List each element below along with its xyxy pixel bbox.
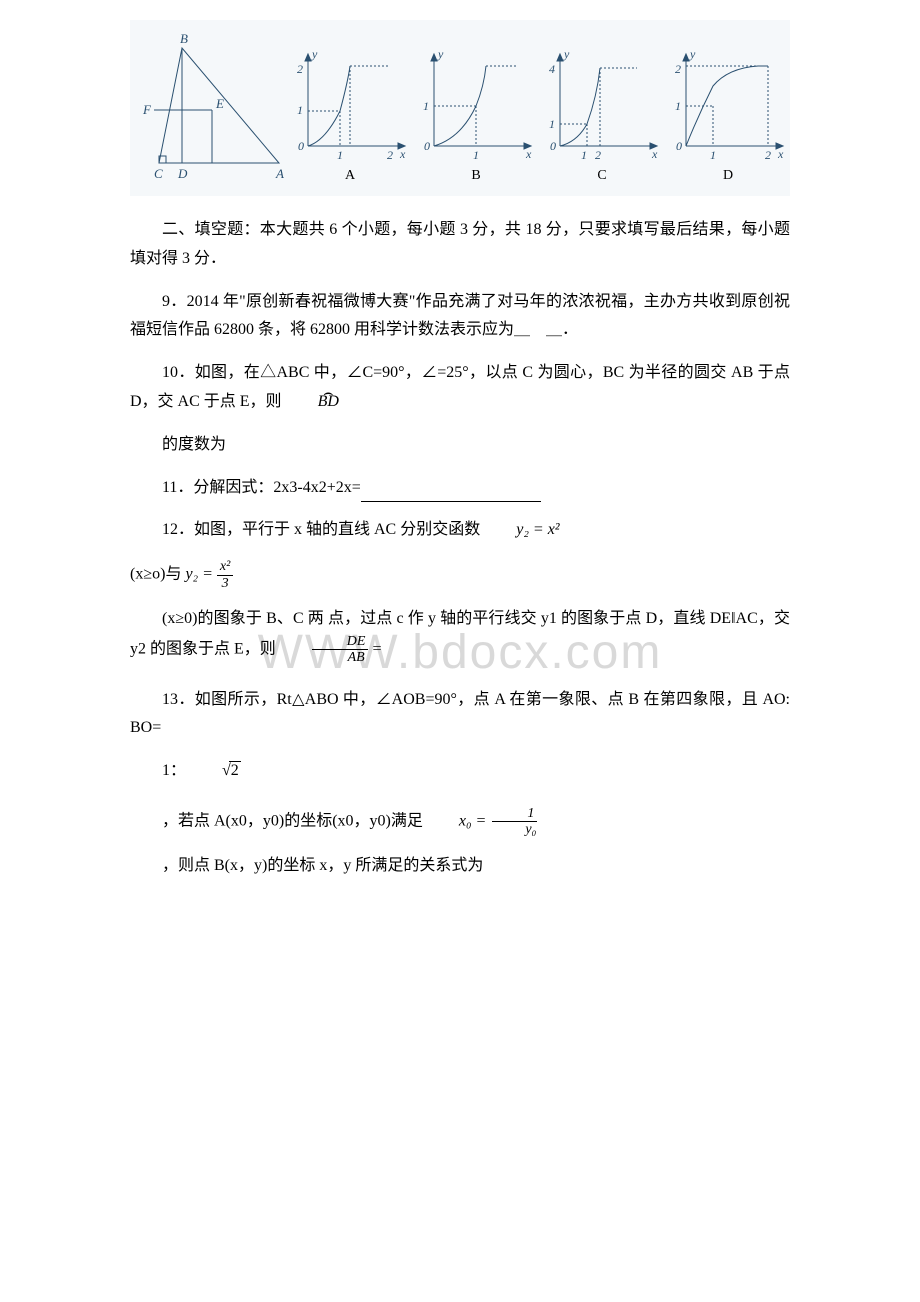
question-10-line1: 10．如图，在△ABC 中，∠C=90°，∠=25°，以点 C 为圆心，BC 为… (130, 359, 790, 417)
sqrt-2: 2 (190, 757, 241, 786)
point-B: B (180, 31, 188, 46)
graph-B-origin: 0 (424, 139, 430, 153)
question-12-line1: 12．如图，平行于 x 轴的直线 AC 分别交函数 y₂ = x² (130, 516, 790, 545)
q11-blank (361, 501, 541, 502)
sqrt-2-radicand: 2 (229, 761, 241, 779)
question-12-line2: (x≥o)与 y₂ = x² 3 (130, 559, 790, 591)
figure-graph-C: y x 0 4 1 1 2 C (542, 46, 662, 188)
q12-text3: (x≥0)的图象于 B、C 两 点，过点 c 作 y 轴的平行线交 y1 的图象… (130, 610, 790, 657)
graph-D-x1: 1 (710, 148, 716, 161)
question-13-line3: ，则点 B(x，y)的坐标 x，y 所满足的关系式为 (130, 852, 790, 881)
graph-C-y1: 1 (549, 117, 555, 131)
q12-eq2-num: x² (217, 559, 233, 575)
question-12-line3: (x≥0)的图象于 B、C 两 点，过点 c 作 y 轴的平行线交 y1 的图象… (130, 605, 790, 666)
figure-graph-D: y x 0 2 1 1 2 D (668, 46, 788, 188)
arc-BD: ⌢ BD (286, 388, 339, 417)
graph-A-y2: 2 (297, 62, 303, 76)
graph-B-x1: 1 (473, 148, 479, 161)
graph-C-x2: 2 (595, 148, 601, 161)
graph-label-B: B (471, 163, 480, 188)
q12-eq2-den: 3 (219, 576, 232, 591)
q13-eq: x₀ = 1 y₀ (427, 806, 540, 838)
q13-text2: ，若点 A(x0，y0)的坐标(x0，y0)满足 (162, 813, 423, 830)
graph-A-origin: 0 (298, 139, 304, 153)
q13-eq-lhs: x₀ = (459, 813, 490, 830)
graph-D-y2: 2 (675, 62, 681, 76)
figure-row: B F E C D A (130, 20, 790, 196)
question-10-line2: 的度数为 (130, 431, 790, 460)
q13-eq-num: 1 (492, 806, 537, 822)
graph-D-y1: 1 (675, 99, 681, 113)
q12-eq2: y₂ = x² 3 (185, 559, 233, 591)
graph-label-D: D (723, 163, 733, 188)
point-A: A (275, 166, 284, 181)
graph-A-ylabel: y (311, 47, 318, 61)
q12-ratio-den: AB (313, 650, 368, 665)
q12-eq2-frac: x² 3 (217, 559, 233, 591)
point-E: E (215, 96, 224, 111)
graph-B-ylabel: y (437, 47, 444, 61)
figure-graph-B: y x 0 1 1 B (416, 46, 536, 188)
graph-A-svg: y x 0 2 1 1 2 (290, 46, 410, 161)
figure-geometry: B F E C D A (134, 28, 284, 188)
q11-text: 11．分解因式：2x3-4x2+2x= (162, 479, 361, 496)
point-C: C (154, 166, 163, 181)
graph-label-A: A (345, 163, 355, 188)
graph-label-C: C (597, 163, 606, 188)
graph-D-xlabel: x (777, 147, 784, 161)
point-D: D (177, 166, 188, 181)
graph-C-svg: y x 0 4 1 1 2 (542, 46, 662, 161)
q13-ratio-prefix: 1： (162, 762, 186, 779)
q10-text1: 10．如图，在△ABC 中，∠C=90°，∠=25°，以点 C 为圆心，BC 为… (130, 364, 790, 410)
graph-D-ylabel: y (689, 47, 696, 61)
q12-text2: (x≥o)与 (130, 566, 181, 583)
q12-eq2-lhs: y₂ = (185, 566, 216, 583)
q12-ratio-frac: DE AB (312, 634, 369, 666)
graph-B-xlabel: x (525, 147, 532, 161)
question-13-ratio: 1： 2 (130, 757, 790, 786)
q12-ratio: DE AB = (280, 634, 382, 666)
graph-B-svg: y x 0 1 1 (416, 46, 536, 161)
page-content: B F E C D A (130, 20, 790, 881)
q12-eq1: y₂ = x² (484, 516, 559, 545)
graph-C-origin: 0 (550, 139, 556, 153)
graph-C-x1: 1 (581, 148, 587, 161)
question-11: 11．分解因式：2x3-4x2+2x= (130, 474, 790, 503)
question-13-line2: ，若点 A(x0，y0)的坐标(x0，y0)满足 x₀ = 1 y₀ (130, 806, 790, 838)
graph-D-x2: 2 (765, 148, 771, 161)
graph-C-y4: 4 (549, 62, 555, 76)
q12-ratio-eq: = (372, 640, 381, 657)
graph-C-xlabel: x (651, 147, 658, 161)
graph-B-y1: 1 (423, 99, 429, 113)
graph-D-origin: 0 (676, 139, 682, 153)
graph-D-svg: y x 0 2 1 1 2 (668, 46, 788, 161)
section-2-header: 二、填空题：本大题共 6 个小题，每小题 3 分，共 18 分，只要求填写最后结… (130, 216, 790, 274)
graph-A-x2: 2 (387, 148, 393, 161)
q12-ratio-num: DE (312, 634, 369, 650)
graph-A-y1: 1 (297, 103, 303, 117)
q13-eq-frac: 1 y₀ (490, 806, 539, 838)
q12-text1: 12．如图，平行于 x 轴的直线 AC 分别交函数 (162, 522, 480, 539)
figure-graph-A: y x 0 2 1 1 2 A (290, 46, 410, 188)
question-9: 9．2014 年"原创新春祝福微博大赛"作品充满了对马年的浓浓祝福，主办方共收到… (130, 288, 790, 346)
q13-eq-den: y₀ (490, 822, 539, 837)
point-F: F (142, 102, 152, 117)
graph-A-xlabel: x (399, 147, 406, 161)
question-13-line1: 13．如图所示，Rt△ABO 中，∠AOB=90°，点 A 在第一象限、点 B … (130, 686, 790, 744)
graph-C-ylabel: y (563, 47, 570, 61)
geometry-diagram: B F E C D A (134, 28, 284, 188)
graph-A-x1: 1 (337, 148, 343, 161)
